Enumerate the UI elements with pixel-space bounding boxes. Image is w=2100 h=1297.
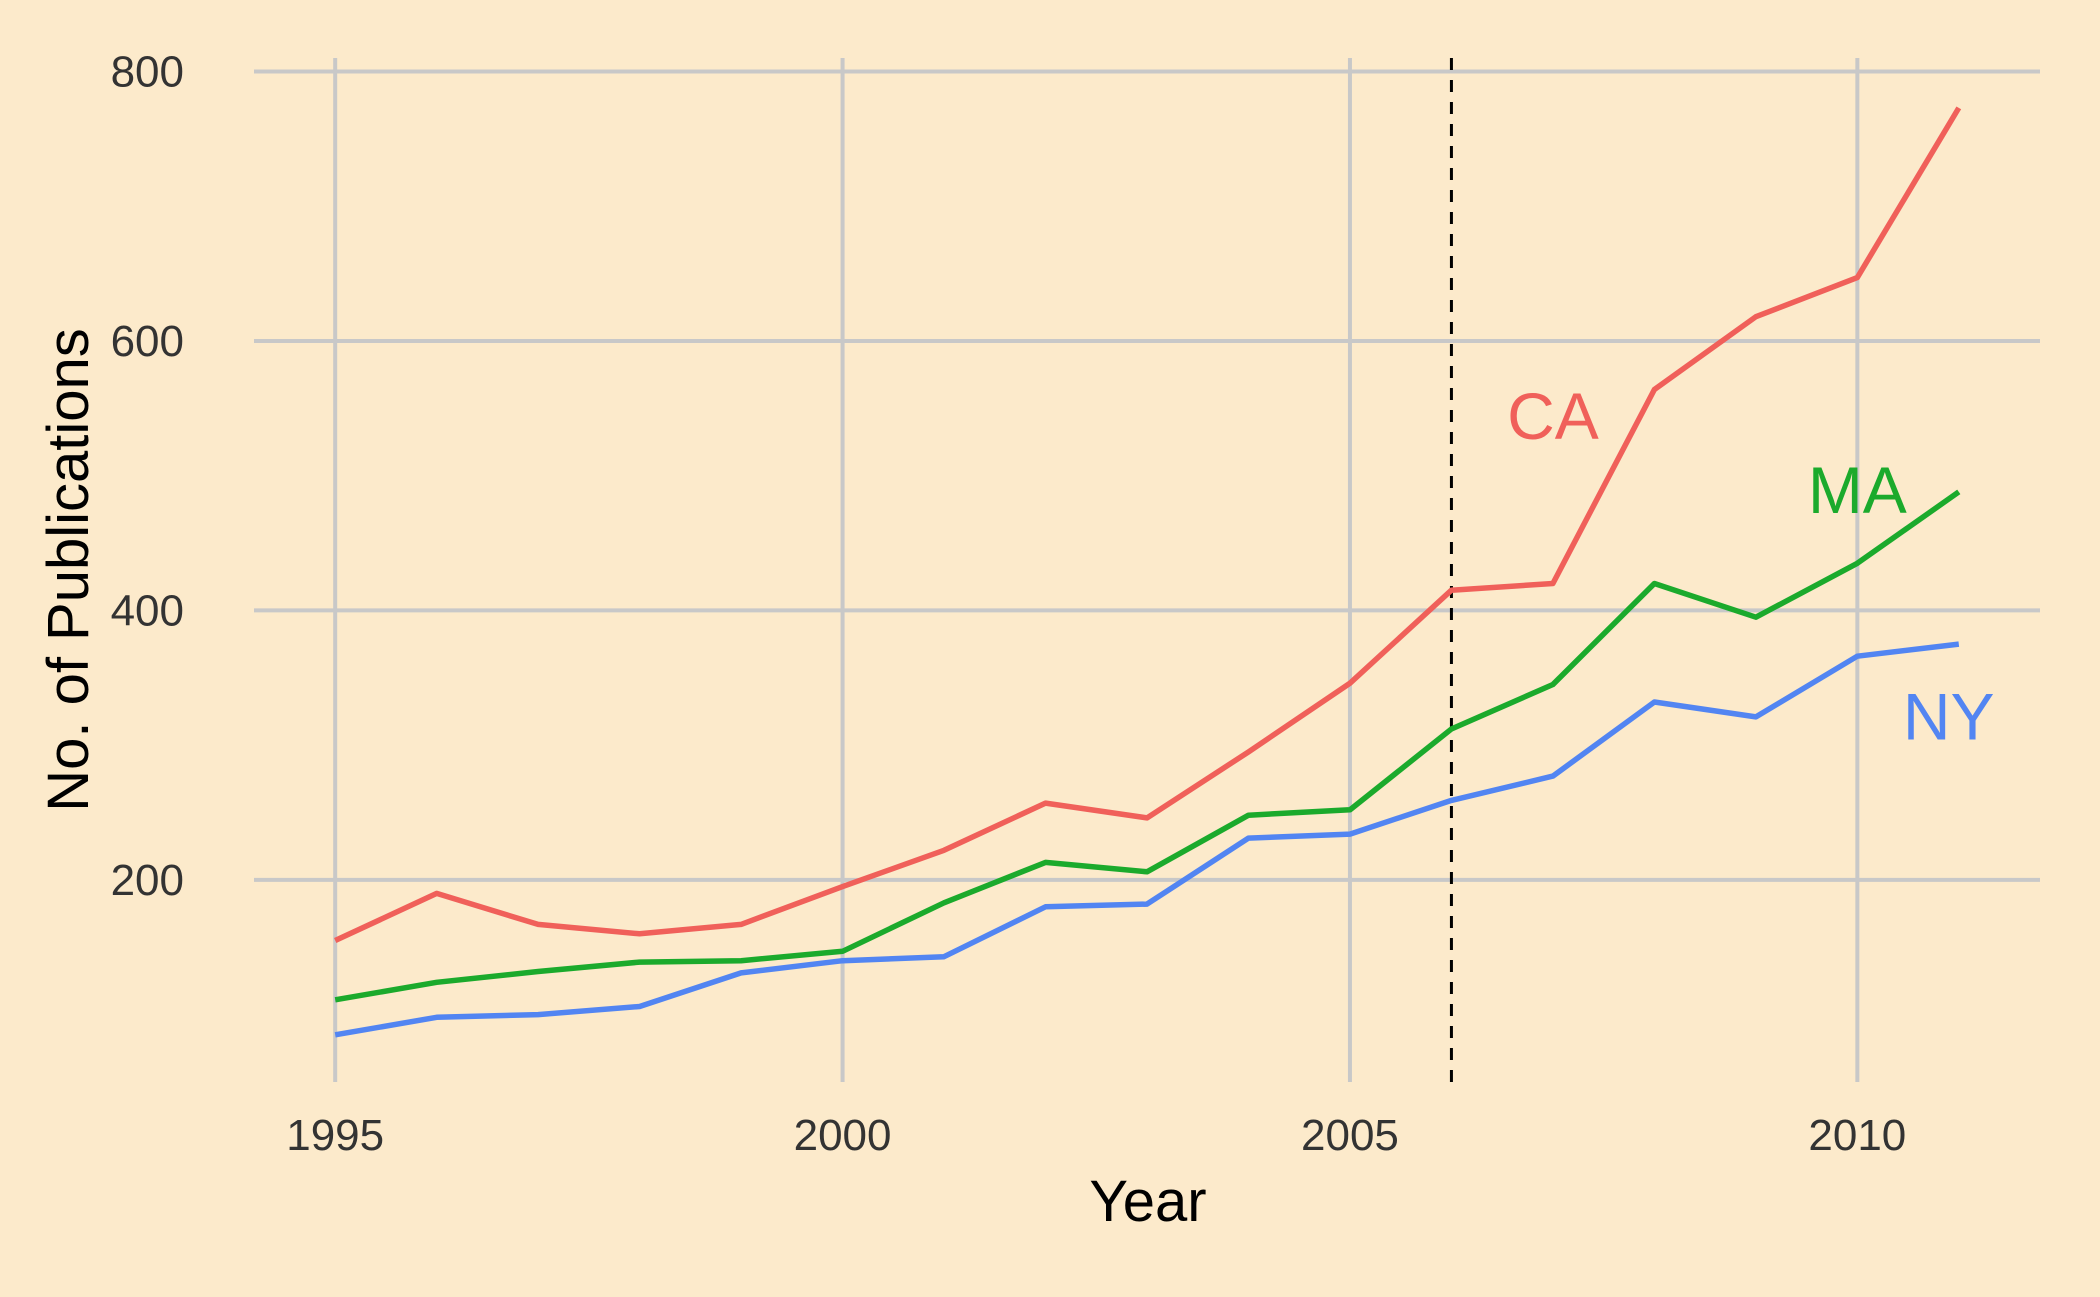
series-label-ma: MA [1808,453,1907,527]
tick-labels: 200 400 600 800 1995 2000 2005 2010 [111,47,1907,1160]
series-lines [334,106,1962,1038]
series-labels: CA MA NY [1507,379,1994,753]
y-tick-label-400: 400 [111,586,184,635]
x-axis-title: Year [1089,1169,1206,1234]
x-tick-label-2010: 2010 [1808,1111,1906,1160]
y-tick-label-200: 200 [111,856,184,905]
series-label-ny: NY [1903,680,1995,754]
y-tick-label-600: 600 [111,317,184,366]
series-line-ca [334,106,1962,943]
x-tick-label-2000: 2000 [794,1111,892,1160]
x-tick-label-2005: 2005 [1301,1111,1399,1160]
gridlines [254,58,2040,1082]
series-label-ca: CA [1507,379,1599,453]
series-line-ny [334,641,1960,1038]
series-line-ma [334,489,1961,1003]
y-tick-label-800: 800 [111,47,184,96]
x-tick-label-1995: 1995 [286,1111,384,1160]
y-axis-title: No. of Publications [36,328,101,812]
